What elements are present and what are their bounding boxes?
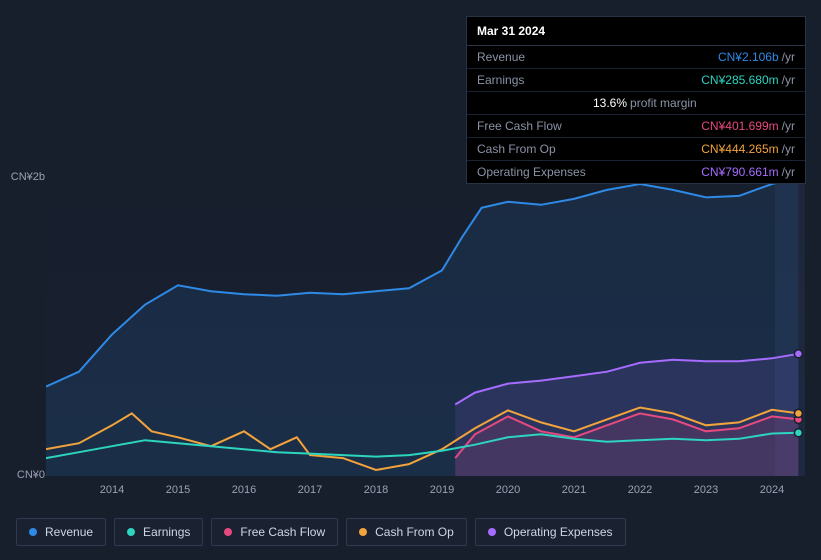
x-axis-tick: 2017 — [298, 484, 322, 496]
tooltip-label: Earnings — [477, 73, 701, 87]
legend-item-free-cash-flow[interactable]: Free Cash Flow — [211, 518, 338, 546]
x-axis-tick: 2014 — [100, 484, 124, 496]
legend-label: Earnings — [143, 525, 190, 539]
tooltip-label: Operating Expenses — [477, 165, 701, 179]
legend-item-earnings[interactable]: Earnings — [114, 518, 203, 546]
legend-item-cash-from-op[interactable]: Cash From Op — [346, 518, 467, 546]
tooltip-value: CN¥2.106b — [718, 50, 779, 64]
legend-label: Cash From Op — [375, 525, 454, 539]
x-axis-tick: 2016 — [232, 484, 256, 496]
x-axis-tick: 2021 — [562, 484, 586, 496]
chart-tooltip: Mar 31 2024 RevenueCN¥2.106b/yrEarningsC… — [466, 16, 806, 184]
x-axis-tick: 2019 — [430, 484, 454, 496]
plot-area[interactable] — [46, 178, 805, 476]
tooltip-suffix: /yr — [782, 142, 795, 156]
tooltip-value: CN¥285.680m — [701, 73, 778, 87]
x-axis: 2014 2015 2016 2017 2018 2019 2020 2021 2022 2023… — [46, 480, 805, 500]
legend-label: Free Cash Flow — [240, 525, 325, 539]
y-axis-label: CN¥0 — [0, 469, 45, 481]
tooltip-profit-margin: 13.6%profit margin — [467, 92, 805, 115]
tooltip-label: Free Cash Flow — [477, 119, 701, 133]
financial-chart: CN¥2bCN¥0 201420152016201720182019202020… — [16, 160, 805, 510]
tooltip-suffix: /yr — [782, 50, 795, 64]
legend-label: Operating Expenses — [504, 525, 613, 539]
tooltip-label: Cash From Op — [477, 142, 701, 156]
legend-dot-icon — [224, 528, 232, 536]
series-endpoint-cash-from-op — [794, 409, 802, 417]
series-endpoint-earnings — [794, 429, 802, 437]
chart-legend: Revenue Earnings Free Cash Flow Cash From O… — [16, 518, 626, 546]
tooltip-suffix: /yr — [782, 165, 795, 179]
tooltip-suffix: /yr — [782, 119, 795, 133]
x-axis-tick: 2015 — [166, 484, 190, 496]
tooltip-date: Mar 31 2024 — [467, 17, 805, 46]
tooltip-row: Free Cash FlowCN¥401.699m/yr — [467, 115, 805, 138]
tooltip-row: EarningsCN¥285.680m/yr — [467, 69, 805, 92]
legend-dot-icon — [359, 528, 367, 536]
legend-label: Revenue — [45, 525, 93, 539]
x-axis-tick: 2022 — [628, 484, 652, 496]
tooltip-label: Revenue — [477, 50, 718, 64]
tooltip-value: CN¥790.661m — [701, 165, 778, 179]
legend-item-operating-expenses[interactable]: Operating Expenses — [475, 518, 626, 546]
legend-dot-icon — [488, 528, 496, 536]
tooltip-row: Cash From OpCN¥444.265m/yr — [467, 138, 805, 161]
tooltip-value: CN¥444.265m — [701, 142, 778, 156]
tooltip-value: CN¥401.699m — [701, 119, 778, 133]
tooltip-row: Operating ExpensesCN¥790.661m/yr — [467, 161, 805, 183]
tooltip-row: RevenueCN¥2.106b/yr — [467, 46, 805, 69]
legend-dot-icon — [127, 528, 135, 536]
x-axis-tick: 2018 — [364, 484, 388, 496]
y-axis-label: CN¥2b — [0, 171, 45, 183]
legend-dot-icon — [29, 528, 37, 536]
x-axis-tick: 2023 — [694, 484, 718, 496]
legend-item-revenue[interactable]: Revenue — [16, 518, 106, 546]
x-axis-tick: 2020 — [496, 484, 520, 496]
series-endpoint-operating-expenses — [794, 350, 802, 358]
tooltip-suffix: /yr — [782, 73, 795, 87]
x-axis-tick: 2024 — [760, 484, 784, 496]
chart-svg — [46, 178, 805, 476]
